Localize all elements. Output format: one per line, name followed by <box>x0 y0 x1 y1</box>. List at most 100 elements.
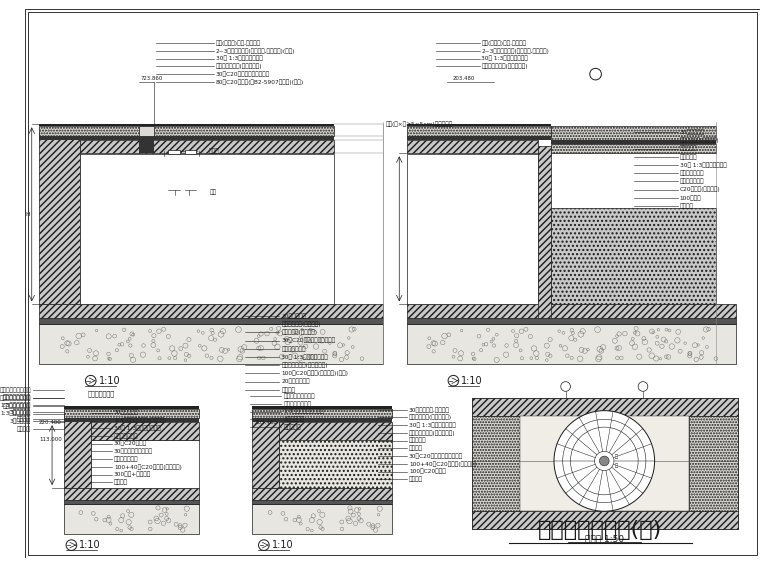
Bar <box>80 140 334 154</box>
Text: 203.480: 203.480 <box>452 77 475 82</box>
Text: 30厚C20混凝土: 30厚C20混凝土 <box>114 441 147 446</box>
Bar <box>64 407 199 409</box>
Bar <box>40 126 334 136</box>
Text: 1:10: 1:10 <box>271 540 293 550</box>
Text: 1:3水泥砂浆结合层(参上一设): 1:3水泥砂浆结合层(参上一设) <box>114 417 166 423</box>
Bar <box>64 413 90 488</box>
Bar <box>252 488 392 500</box>
Text: 围量客寤位置固定: 围量客寤位置固定 <box>283 401 311 407</box>
Bar <box>252 407 392 409</box>
Text: 3厚砂浆找平: 3厚砂浆找平 <box>10 409 31 415</box>
Bar <box>64 418 199 422</box>
Circle shape <box>258 540 269 551</box>
Text: 刷纯水泥浆二道: 刷纯水泥浆二道 <box>679 179 705 184</box>
Text: 层水泥结合层(厚度以找坡): 层水泥结合层(厚度以找坡) <box>409 414 452 420</box>
Bar <box>252 413 280 488</box>
Text: 1:10: 1:10 <box>79 540 101 550</box>
Bar <box>689 416 738 511</box>
Bar <box>520 416 689 511</box>
Bar <box>280 422 392 439</box>
Text: 100厚垫层: 100厚垫层 <box>679 195 701 201</box>
Text: 2~3厚水泥结合层(保持清洁,防止淤塞)(实心): 2~3厚水泥结合层(保持清洁,防止淤塞)(实心) <box>216 48 295 54</box>
Bar <box>407 324 736 364</box>
Text: 113.000: 113.000 <box>39 437 62 442</box>
Text: 素土夸实: 素土夸实 <box>114 480 128 485</box>
Text: 防水处理: 防水处理 <box>409 446 423 451</box>
Bar <box>40 318 383 324</box>
Bar <box>472 511 738 528</box>
Circle shape <box>85 375 96 386</box>
Text: 1:3水泥砂浆二遍: 1:3水泥砂浆二遍 <box>1 411 31 416</box>
Text: 30厚C20细石混凝土随捣随抄: 30厚C20细石混凝土随捣随抄 <box>409 454 463 459</box>
Circle shape <box>554 411 654 511</box>
Bar <box>139 136 154 154</box>
Bar <box>280 435 392 488</box>
Bar <box>64 505 199 534</box>
Bar <box>537 146 551 318</box>
Text: 30厚 1:3水泥砂浆找平层: 30厚 1:3水泥砂浆找平层 <box>114 425 160 431</box>
Text: 刻印混凝土一道: 刻印混凝土一道 <box>281 346 306 352</box>
Text: 3厚砂浆找平: 3厚砂浆找平 <box>10 418 31 424</box>
Text: 30厚 1:3水泥砂浆找平层: 30厚 1:3水泥砂浆找平层 <box>216 56 262 61</box>
Text: 30厚 1:3水泥砂浆找平层: 30厚 1:3水泥砂浆找平层 <box>281 354 328 360</box>
Bar <box>40 324 383 364</box>
Text: 刷纯水泥浆一道(内掺建筑胶): 刷纯水泥浆一道(内掺建筑胶) <box>281 362 328 368</box>
Bar <box>551 140 715 144</box>
Bar <box>40 132 80 304</box>
Circle shape <box>561 382 571 391</box>
Text: 素土夸实: 素土夸实 <box>679 204 694 209</box>
Text: 30厚卵石铺面,密缝铺贴: 30厚卵石铺面,密缝铺贴 <box>409 407 450 413</box>
Text: 刷纯水泥浆一道: 刷纯水泥浆一道 <box>679 171 705 176</box>
Text: 围量客寤位置固定: 围量客寤位置固定 <box>3 395 31 400</box>
Text: 3厚砂浆找平: 3厚砂浆找平 <box>283 417 305 422</box>
Text: 100+40厚C20混凝土(掺防水剂): 100+40厚C20混凝土(掺防水剂) <box>409 461 477 467</box>
Text: 30厚C20细石混凝土随捣随抄: 30厚C20细石混凝土随捣随抄 <box>216 71 270 77</box>
Text: 参卵石石材铺面尺寸: 参卵石石材铺面尺寸 <box>283 393 315 399</box>
Bar <box>472 398 738 528</box>
Text: 缶: 缶 <box>614 463 617 468</box>
Text: 30厚C20细石混凝土随捣随抄: 30厚C20细石混凝土随捣随抄 <box>281 338 335 344</box>
Text: 源: 源 <box>614 454 617 459</box>
Text: 723.860: 723.860 <box>140 77 163 82</box>
Text: 素土夸实: 素土夸实 <box>17 417 31 422</box>
Text: 参卵石石材铺面尺寸: 参卵石石材铺面尺寸 <box>0 395 31 401</box>
Text: 素土夸实: 素土夸实 <box>281 387 296 393</box>
Text: 20厚层垃层一道: 20厚层垃层一道 <box>281 379 310 384</box>
Bar <box>252 505 392 534</box>
Text: 2~3厚水泥结合层(保持清洁,防止淤塞): 2~3厚水泥结合层(保持清洁,防止淤塞) <box>482 48 549 54</box>
Bar <box>407 124 551 126</box>
Circle shape <box>600 456 609 466</box>
Text: 100+40厚C20混凝土(掺防水剂): 100+40厚C20混凝土(掺防水剂) <box>114 464 182 469</box>
Text: 100厚C20砓垫层: 100厚C20砓垫层 <box>409 469 445 475</box>
Text: 水池: 水池 <box>210 189 217 195</box>
Text: 刷纯水泥浆一道(内掺建筑胶): 刷纯水泥浆一道(内掺建筑胶) <box>409 430 455 435</box>
Bar <box>252 418 392 422</box>
Text: 30厚 1:3水泥砂浆找平层: 30厚 1:3水泥砂浆找平层 <box>409 422 456 428</box>
Text: 参卵石石材铺面尺寸: 参卵石石材铺面尺寸 <box>0 388 31 393</box>
Text: 围量客寤位置固定: 围量客寤位置固定 <box>3 403 31 409</box>
Text: 刷纯水泥浆一道: 刷纯水泥浆一道 <box>114 433 138 439</box>
Bar <box>407 304 736 318</box>
Text: 卵石(自然石)铺面,密缝铺贴: 卵石(自然石)铺面,密缝铺贴 <box>216 40 261 46</box>
Bar <box>407 140 537 154</box>
Bar <box>185 150 196 154</box>
Bar <box>80 154 334 304</box>
Bar <box>252 409 392 418</box>
Bar <box>472 398 738 416</box>
Circle shape <box>66 540 77 551</box>
Text: 素土夸实: 素土夸实 <box>409 476 423 482</box>
Bar <box>472 416 520 511</box>
Text: 积水槽: 积水槽 <box>209 149 219 154</box>
Text: 素土夸实: 素土夸实 <box>17 426 31 432</box>
Text: 刷纯水泥浆一道(内掺建筑胶): 刷纯水泥浆一道(内掺建筑胶) <box>482 64 528 69</box>
Bar <box>64 500 199 505</box>
Text: 30厚细石混凝土保护层: 30厚细石混凝土保护层 <box>114 448 153 454</box>
Bar <box>407 126 551 136</box>
Text: C20混凝土(掺防水剂): C20混凝土(掺防水剂) <box>679 187 720 192</box>
Text: 嵌固溢水孔: 嵌固溢水孔 <box>283 424 301 430</box>
Bar <box>407 136 551 140</box>
Bar <box>139 126 154 136</box>
Text: 防水层一道: 防水层一道 <box>679 146 697 151</box>
Text: 卵石(自然石)铺面,密缝铺贴: 卵石(自然石)铺面,密缝铺贴 <box>482 40 527 46</box>
Bar <box>40 136 334 140</box>
